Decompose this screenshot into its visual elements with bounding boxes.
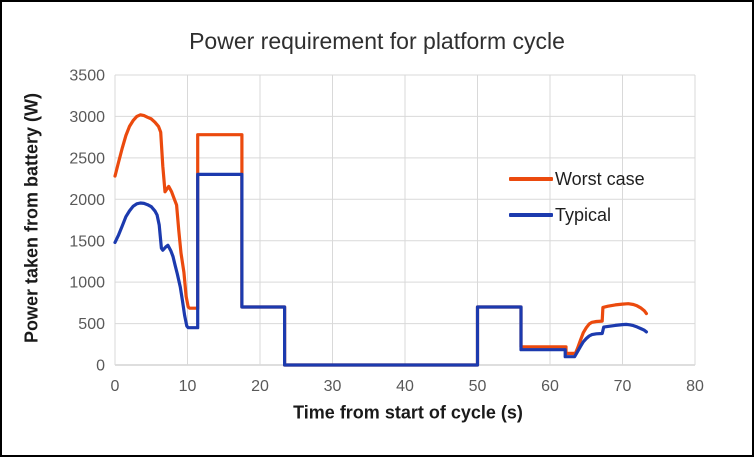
legend-line-sample xyxy=(509,213,553,217)
y-tick-label: 0 xyxy=(96,358,105,375)
x-tick-label: 70 xyxy=(614,378,632,395)
legend-line-sample xyxy=(509,177,553,181)
x-tick-label: 0 xyxy=(111,378,120,395)
y-tick-label: 2500 xyxy=(69,150,105,167)
x-tick-label: 50 xyxy=(469,378,487,395)
legend-label: Worst case xyxy=(555,168,645,189)
legend-label: Typical xyxy=(555,204,612,225)
y-tick-label: 1500 xyxy=(69,233,105,250)
legend-item-typical: Typical xyxy=(509,197,645,233)
y-tick-label: 3500 xyxy=(69,68,105,85)
y-tick-label: 2000 xyxy=(69,192,105,209)
series-line-worst-case xyxy=(113,113,648,367)
y-tick-label: 500 xyxy=(78,316,105,333)
legend: Worst case Typical xyxy=(509,161,645,233)
chart-title: Power requirement for platform cycle xyxy=(189,28,565,54)
series-line-typical xyxy=(113,172,648,367)
x-tick-label: 60 xyxy=(541,378,559,395)
y-tick-label: 1000 xyxy=(69,275,105,292)
x-tick-label: 10 xyxy=(179,378,197,395)
x-tick-label: 40 xyxy=(396,378,414,395)
x-tick-label: 80 xyxy=(686,378,704,395)
x-tick-label: 30 xyxy=(324,378,342,395)
y-tick-label: 3000 xyxy=(69,109,105,126)
x-tick-label: 20 xyxy=(251,378,269,395)
legend-item-worst-case: Worst case xyxy=(509,161,645,197)
x-axis-title: Time from start of cycle (s) xyxy=(293,402,523,423)
